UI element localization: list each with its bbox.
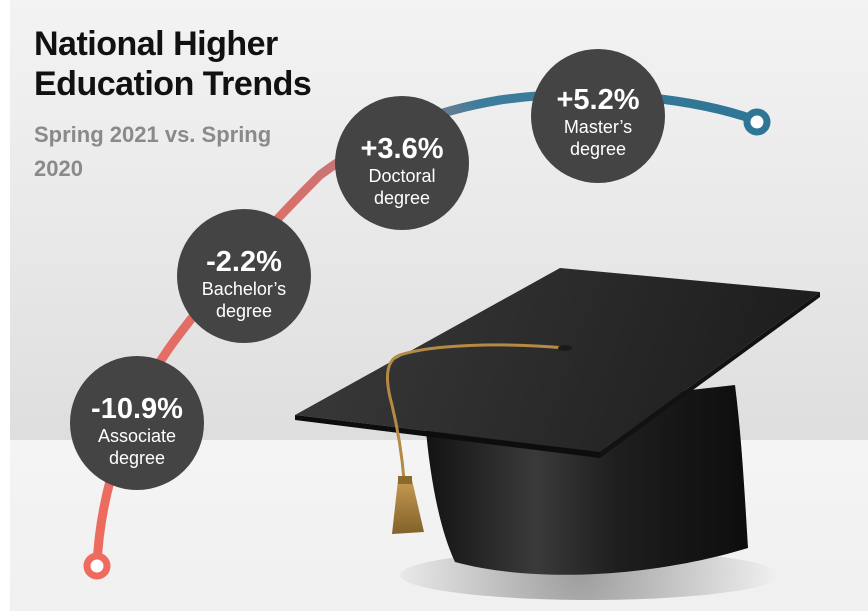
bubble-group [70,49,665,490]
bubble-associate [70,356,204,490]
category-label-line1: Associate [97,426,177,446]
category-label-line1: Master’s [563,117,633,137]
path-end-marker [743,108,771,136]
bubble-doctoral-text: +3.6% Doctoral degree [332,133,472,209]
category-label-line2: degree [373,188,431,208]
category-label-line1: Doctoral [368,166,436,186]
bubble-masters-text: +5.2% Master’s degree [528,84,668,160]
path-start-marker [83,552,111,580]
value-label: +5.2% [556,84,640,116]
page-title: National Higher Education Trends [34,25,312,103]
category-label-line2: degree [569,139,627,159]
value-label: +3.6% [360,133,444,165]
category-label-line1: Bachelor’s [201,279,287,299]
bubble-masters [531,49,665,183]
category-label-line2: degree [215,301,273,321]
category-label-line2: degree [108,448,166,468]
bubble-associate-text: -10.9% Associate degree [67,393,207,469]
value-label: -10.9% [91,393,183,425]
value-label: -2.2% [206,246,282,278]
bubble-bachelors [177,209,311,343]
bubble-doctoral [335,96,469,230]
graduation-cap-icon [295,268,820,600]
bubble-bachelors-text: -2.2% Bachelor’s degree [174,246,314,322]
page-subtitle: Spring 2021 vs. Spring 2020 [34,122,272,181]
